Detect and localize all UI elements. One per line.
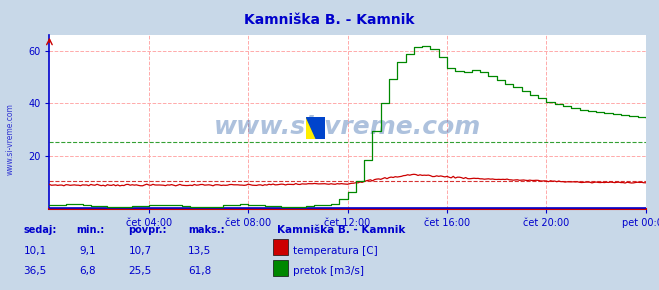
Bar — [306, 117, 316, 139]
Polygon shape — [306, 117, 316, 139]
Text: povpr.:: povpr.: — [129, 225, 167, 235]
Text: 25,5: 25,5 — [129, 266, 152, 276]
Text: Kamniška B. - Kamnik: Kamniška B. - Kamnik — [277, 225, 405, 235]
Text: maks.:: maks.: — [188, 225, 225, 235]
Text: sedaj:: sedaj: — [23, 225, 57, 235]
Text: Kamniška B. - Kamnik: Kamniška B. - Kamnik — [244, 13, 415, 27]
Text: 13,5: 13,5 — [188, 246, 212, 256]
Text: 9,1: 9,1 — [79, 246, 96, 256]
Text: min.:: min.: — [76, 225, 104, 235]
Text: 6,8: 6,8 — [79, 266, 96, 276]
Text: temperatura [C]: temperatura [C] — [293, 246, 378, 256]
Text: www.si-vreme.com: www.si-vreme.com — [5, 103, 14, 175]
Text: 10,1: 10,1 — [23, 246, 47, 256]
Text: www.si-vreme.com: www.si-vreme.com — [214, 115, 481, 139]
Text: 10,7: 10,7 — [129, 246, 152, 256]
Bar — [316, 117, 325, 139]
Text: pretok [m3/s]: pretok [m3/s] — [293, 266, 364, 276]
Polygon shape — [306, 117, 316, 139]
Text: 61,8: 61,8 — [188, 266, 212, 276]
Text: 36,5: 36,5 — [23, 266, 47, 276]
